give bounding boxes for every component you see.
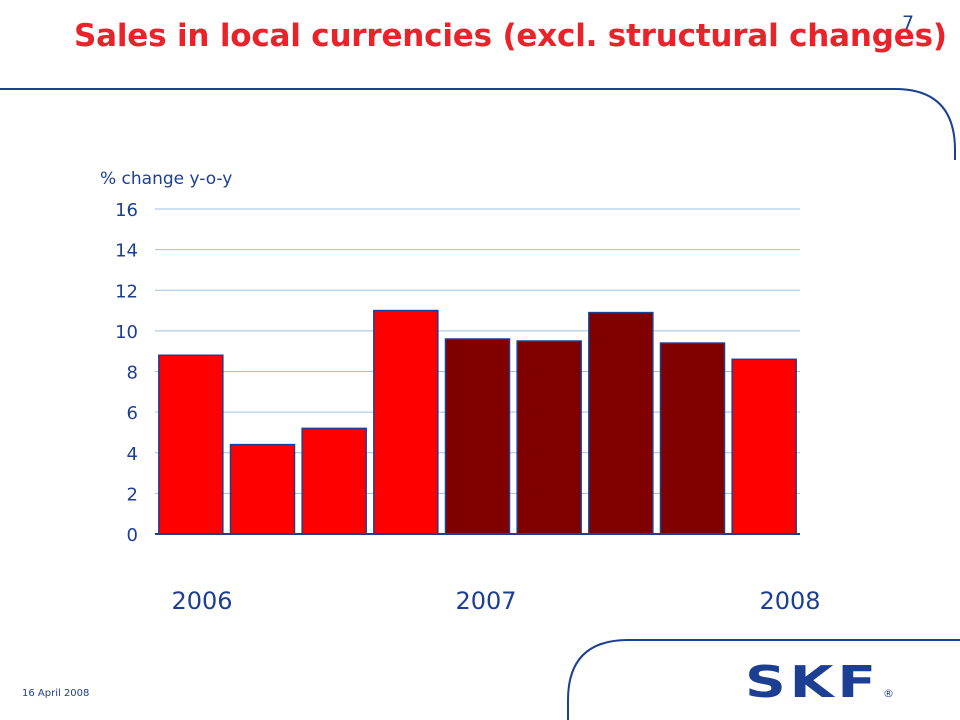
y-tick-label: 12 [115, 281, 138, 302]
registered-mark: ® [883, 687, 894, 700]
year-labels: 2006 2007 2008 [171, 587, 820, 615]
bottom-divider-line [567, 639, 960, 720]
skf-logo: SKF ® [745, 660, 894, 704]
bar-2006 [229, 443, 296, 535]
bar-2007 [659, 342, 726, 535]
y-tick-label: 6 [127, 403, 138, 424]
y-tick-label: 4 [127, 444, 138, 465]
y-axis-label: % change y-o-y [100, 169, 232, 189]
page-number: 7 [902, 12, 915, 34]
slide-title: Sales in local currencies (excl. structu… [74, 18, 947, 54]
top-divider-line [0, 88, 956, 160]
bar-2008 [731, 358, 797, 535]
bar-2007 [516, 340, 582, 535]
y-tick-label: 0 [127, 525, 138, 546]
bar-2006 [301, 427, 367, 535]
bar-2006 [158, 354, 224, 535]
bar-2007 [444, 338, 511, 535]
year-label-2007: 2007 [455, 587, 516, 615]
year-label-2006: 2006 [171, 587, 232, 615]
bars [158, 309, 797, 535]
y-tick-label: 16 [115, 200, 138, 221]
year-label-2008: 2008 [759, 587, 820, 615]
y-tick-label: 10 [115, 322, 138, 343]
bar-2006 [373, 309, 439, 535]
skf-logo-text: SKF [745, 660, 880, 704]
footer-date: 16 April 2008 [22, 688, 90, 699]
y-tick-label: 8 [127, 363, 138, 384]
y-tick-label: 2 [127, 484, 138, 505]
y-tick-label: 14 [115, 241, 138, 262]
bar-2007 [588, 311, 654, 535]
y-tick-labels: 0 2 4 6 8 10 12 14 16 [115, 200, 138, 546]
